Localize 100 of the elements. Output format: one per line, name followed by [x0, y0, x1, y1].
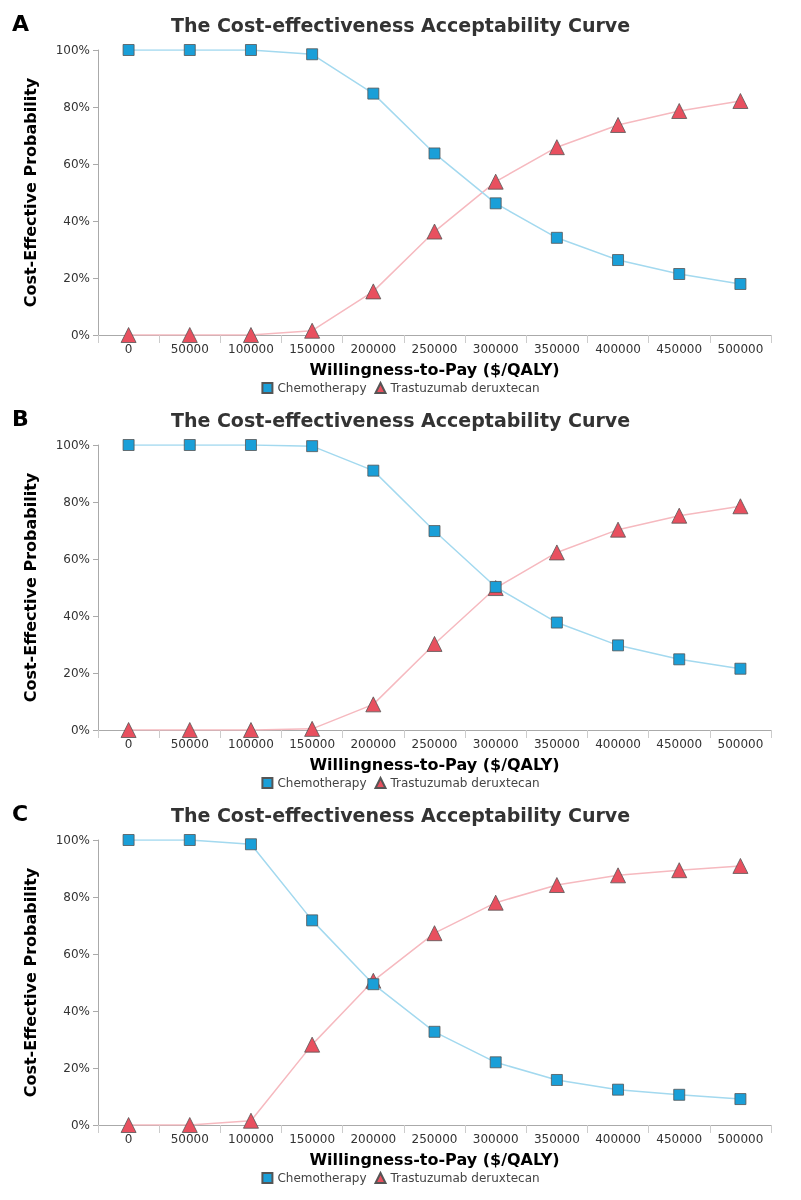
point — [734, 1093, 747, 1105]
y-tick-label: 0% — [70, 723, 90, 737]
point — [243, 1112, 259, 1129]
x-tick-label: 100000 — [228, 737, 274, 751]
point — [304, 720, 321, 737]
x-tick-label: 250000 — [411, 342, 458, 356]
x-tick-label: 0 — [124, 1132, 133, 1146]
point — [550, 231, 563, 244]
y-tick-label: 100% — [55, 833, 90, 847]
chart-title: The Cost-effectiveness Acceptability Curve — [170, 803, 631, 826]
y-tick-label: 40% — [63, 609, 90, 623]
x-tick-label: 500000 — [717, 1132, 764, 1146]
point — [734, 662, 747, 675]
point — [732, 93, 749, 109]
x-tick-label: 300000 — [472, 342, 519, 356]
point — [306, 440, 319, 453]
x-tick-label: 0 — [124, 737, 133, 751]
y-tick-label: 20% — [63, 271, 90, 285]
point — [673, 653, 686, 666]
x-tick-label: 400000 — [595, 737, 641, 751]
text: A — [12, 10, 30, 36]
point — [183, 834, 196, 846]
x-tick-label: 500000 — [717, 342, 764, 356]
y-tick-label: 40% — [63, 214, 90, 228]
y-tick-label: 80% — [63, 100, 90, 114]
point — [426, 223, 443, 240]
point — [243, 327, 259, 343]
x-tick-label: 150000 — [289, 1132, 336, 1146]
x-tick-label: 500000 — [717, 737, 764, 751]
y-axis-title: Cost-Effective Probability — [20, 472, 40, 703]
x-tick-label: 450000 — [656, 1132, 703, 1146]
x-tick-label: 400000 — [595, 342, 641, 356]
x-tick-label: 100000 — [228, 342, 274, 356]
point — [671, 103, 688, 119]
point — [304, 322, 321, 339]
point — [612, 1083, 624, 1096]
point — [610, 117, 626, 133]
x-tick-label: 50000 — [170, 737, 209, 751]
x-tick-label: 250000 — [411, 1132, 458, 1146]
point — [183, 44, 196, 56]
x-tick-label: 450000 — [656, 342, 703, 356]
point — [489, 197, 502, 210]
point — [367, 87, 380, 100]
y-tick-label: 100% — [55, 43, 90, 57]
point — [243, 722, 259, 738]
point — [245, 838, 257, 851]
point — [304, 1036, 321, 1053]
point — [365, 283, 382, 300]
point — [367, 464, 380, 477]
point — [671, 507, 688, 524]
legend-label: Chemotherapy — [277, 381, 367, 395]
point — [734, 278, 747, 290]
point — [487, 173, 504, 190]
point — [548, 139, 565, 156]
x-tick-label: 350000 — [533, 1132, 580, 1146]
y-tick-label: 80% — [63, 495, 90, 509]
point — [612, 254, 624, 266]
x-tick-label: 100000 — [228, 1132, 274, 1146]
point — [612, 639, 624, 652]
point — [181, 1117, 198, 1133]
point — [610, 521, 626, 538]
point — [671, 862, 688, 879]
point — [487, 894, 504, 911]
point — [673, 1088, 686, 1101]
legend-label: Trastuzumab deruxtecan — [389, 1171, 540, 1185]
point — [181, 327, 198, 343]
point — [548, 877, 565, 893]
y-tick-label: 60% — [63, 947, 90, 961]
point — [426, 636, 443, 652]
y-tick-label: 20% — [63, 666, 90, 680]
point — [428, 525, 441, 537]
point — [306, 914, 319, 927]
x-axis-title: Willingness-to-Pay ($/QALY) — [309, 754, 560, 774]
point — [426, 925, 443, 942]
point — [365, 696, 382, 713]
point — [732, 498, 749, 515]
point — [673, 268, 686, 280]
x-tick-label: 350000 — [533, 737, 580, 751]
y-axis-title: Cost-Effective Probability — [20, 867, 40, 1098]
y-tick-label: 0% — [70, 1118, 90, 1132]
x-tick-label: 0 — [124, 342, 133, 356]
y-tick-label: 100% — [55, 438, 90, 452]
legend-label: Trastuzumab deruxtecan — [389, 776, 540, 790]
x-tick-label: 350000 — [533, 342, 580, 356]
legend-label: Chemotherapy — [277, 1171, 367, 1185]
x-tick-label: 50000 — [170, 342, 209, 356]
y-tick-label: 40% — [63, 1004, 90, 1018]
point — [245, 44, 257, 56]
text: C — [12, 800, 29, 826]
text: B — [12, 405, 29, 431]
chart-title: The Cost-effectiveness Acceptability Curve — [170, 408, 631, 431]
point — [428, 1025, 441, 1038]
x-tick-label: 300000 — [472, 1132, 519, 1146]
x-tick-label: 250000 — [411, 737, 458, 751]
y-tick-label: 20% — [63, 1061, 90, 1075]
x-tick-label: 150000 — [289, 342, 336, 356]
legend-label: Chemotherapy — [277, 776, 367, 790]
point — [610, 867, 626, 884]
x-axis-title: Willingness-to-Pay ($/QALY) — [309, 359, 560, 379]
point — [245, 439, 257, 451]
